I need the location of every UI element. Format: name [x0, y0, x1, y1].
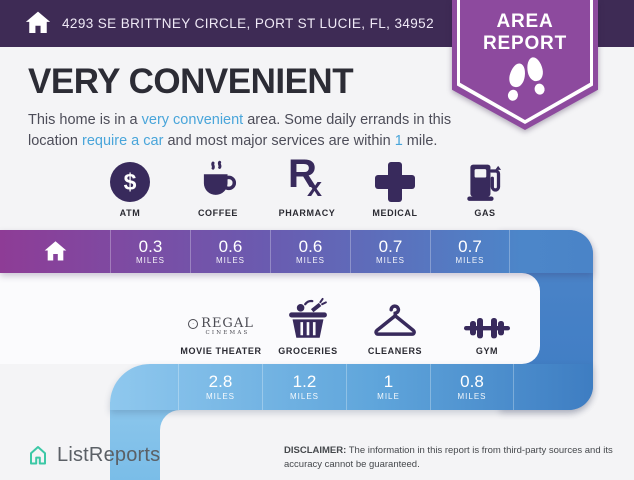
- distance-unit: MILES: [295, 256, 325, 266]
- distance-cell-gas: 0.7 MILES: [430, 230, 510, 273]
- listreports-logo: ListReports: [26, 443, 160, 467]
- amenity-label: GAS: [474, 208, 496, 218]
- distance-cell-cleaners: 1 MILE: [346, 364, 430, 410]
- inner-card: [0, 273, 540, 364]
- desc-segment: and most major services are within: [163, 132, 395, 149]
- amenity-coffee: COFFEE: [170, 158, 266, 218]
- amenity-label: COFFEE: [197, 208, 239, 218]
- disclaimer-body: The information in this report is from t…: [284, 445, 613, 470]
- right-footprint-icon: [525, 56, 548, 98]
- bar-lead-segment: [110, 364, 178, 410]
- amenity-label: MOVIE THEATER: [180, 346, 262, 356]
- distance-bar-2: 2.8 MILES 1.2 MILES 1 MILE 0.8 MILES: [110, 364, 593, 410]
- amenity-label: ATM: [119, 208, 141, 218]
- amenity-label: GROCERIES: [278, 346, 338, 356]
- amenity-gas: GAS: [437, 158, 533, 218]
- area-report-badge: AREA REPORT: [452, 0, 598, 130]
- bar-home-segment: [0, 230, 110, 273]
- distance-unit: MILE: [377, 391, 400, 401]
- brand-name: ListReports: [57, 443, 161, 466]
- distance-unit: MILES: [289, 391, 319, 401]
- amenity-pharmacy: R x PHARMACY: [259, 152, 355, 218]
- disclaimer-text: DISCLAIMER: The information in this repo…: [284, 444, 630, 472]
- rx-r-glyph: R: [288, 152, 317, 196]
- regal-cinemas-logo: · REGAL CINEMAS: [188, 316, 254, 340]
- distance-value: 0.7: [458, 236, 482, 256]
- home-icon: [25, 11, 51, 34]
- distance-unit: MILES: [135, 256, 165, 266]
- home-icon: [44, 241, 66, 261]
- regal-wordmark: REGAL: [201, 316, 254, 331]
- page-title: VERY CONVENIENT: [28, 62, 354, 101]
- distance-unit: MILES: [455, 256, 485, 266]
- desc-highlight: 1: [394, 132, 403, 149]
- medical-cross-icon: [375, 162, 415, 202]
- amenity-gym: GYM: [439, 296, 535, 356]
- distance-value: 0.7: [378, 236, 403, 256]
- distance-cell-pharmacy: 0.6 MILES: [270, 230, 350, 273]
- badge-title: AREA REPORT: [452, 11, 598, 56]
- amenity-label: PHARMACY: [278, 208, 336, 218]
- left-footprint-icon: [503, 62, 527, 104]
- distance-value: 0.6: [218, 236, 243, 256]
- distance-bar-1: 0.3 MILES 0.6 MILES 0.6 MILES 0.7 MILES …: [0, 230, 593, 273]
- distance-cell-movie-theater: 2.8 MILES: [178, 364, 262, 410]
- bar-tail: [510, 230, 593, 273]
- atm-icon: $: [110, 162, 150, 202]
- distance-cell-medical: 0.7 MILES: [350, 230, 430, 273]
- distance-value: 0.6: [298, 236, 323, 256]
- dollar-glyph: $: [123, 168, 137, 195]
- distance-value: 0.8: [460, 372, 484, 392]
- grocery-basket-icon: [289, 297, 327, 338]
- distance-cell-coffee: 0.6 MILES: [190, 230, 270, 273]
- distance-value: 1.2: [292, 372, 317, 392]
- distance-cell-gym: 0.8 MILES: [430, 364, 514, 410]
- property-address: 4293 SE BRITTNEY CIRCLE, PORT ST LUCIE, …: [62, 16, 434, 31]
- amenity-groceries: GROCERIES: [260, 296, 356, 356]
- amenity-atm: $ ATM: [82, 158, 178, 218]
- hanger-icon: [374, 304, 416, 336]
- inner-corner-curve: [160, 410, 180, 430]
- rx-pharmacy-icon: R x: [285, 152, 329, 202]
- amenity-cleaners: CLEANERS: [347, 296, 443, 356]
- bar-tail: [514, 364, 593, 410]
- amenity-label: CLEANERS: [367, 346, 423, 356]
- distance-value: 2.8: [208, 372, 233, 392]
- desc-segment: mile.: [402, 132, 438, 149]
- amenity-label: MEDICAL: [372, 208, 418, 218]
- footprints-icon: [452, 57, 598, 103]
- amenity-movie-theater: · REGAL CINEMAS MOVIE THEATER: [166, 296, 276, 356]
- distance-unit: MILES: [375, 256, 405, 266]
- distance-unit: MILES: [215, 256, 245, 266]
- badge-line2: REPORT: [483, 33, 567, 55]
- gas-pump-icon: [467, 164, 502, 201]
- distance-unit: MILES: [205, 391, 235, 401]
- distance-path-left-pipe: [110, 402, 160, 480]
- desc-segment: area. Some daily errands in this locatio…: [28, 112, 452, 149]
- coffee-icon: [203, 160, 237, 195]
- desc-segment: This home is in a: [28, 112, 142, 128]
- desc-highlight: require a car: [82, 132, 164, 149]
- distance-value: 0.3: [138, 236, 163, 256]
- desc-highlight: very convenient: [141, 112, 244, 128]
- distance-cell-groceries: 1.2 MILES: [262, 364, 346, 410]
- badge-line1: AREA: [496, 11, 554, 32]
- amenity-medical: MEDICAL: [347, 158, 443, 218]
- cinemas-wordmark: CINEMAS: [205, 330, 250, 336]
- description-text: This home is in a very convenient area. …: [28, 110, 456, 152]
- rx-x-glyph: x: [307, 172, 323, 202]
- distance-unit: MILES: [457, 391, 487, 401]
- amenity-label: GYM: [475, 346, 499, 356]
- distance-cell-atm: 0.3 MILES: [110, 230, 190, 273]
- distance-value: 1: [383, 372, 394, 392]
- disclaimer-label: DISCLAIMER:: [284, 445, 347, 456]
- dumbbell-icon: [464, 318, 510, 339]
- regal-emblem-icon: ·: [188, 318, 199, 329]
- listreports-house-icon: [30, 446, 46, 465]
